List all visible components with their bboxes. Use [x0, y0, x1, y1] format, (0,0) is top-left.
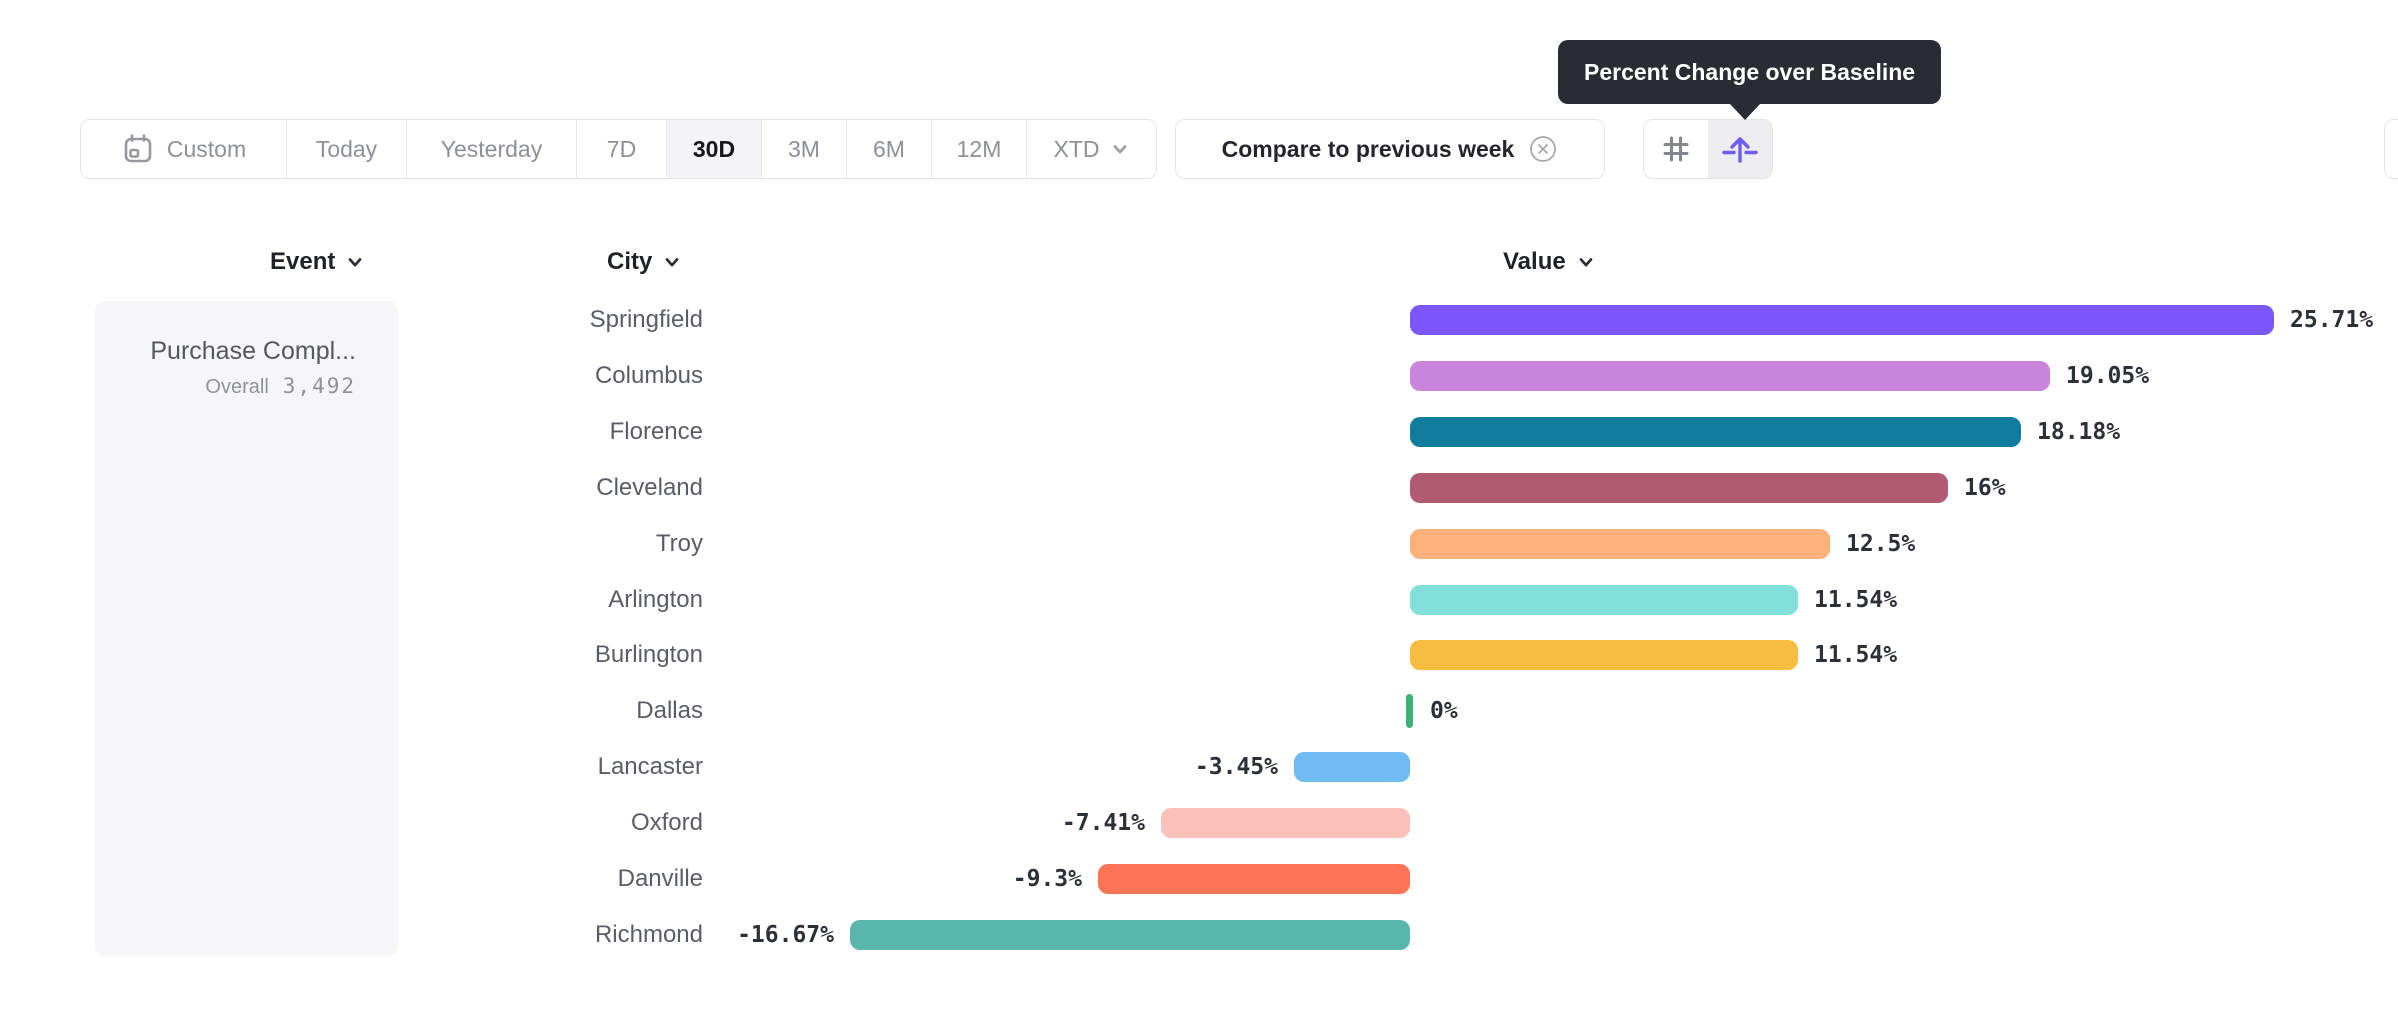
value-label: 11.54% [1814, 587, 1898, 613]
value-label: -9.3% [1012, 866, 1082, 892]
chart-row: Richmond -16.67% [0, 907, 2398, 963]
chevron-down-icon [1576, 252, 1596, 272]
value-label: 19.05% [2066, 363, 2150, 389]
chart-row: Oxford -7.41% [0, 795, 2398, 851]
value-label: 16% [1964, 475, 2006, 501]
value-label: 18.18% [2037, 419, 2121, 445]
chart-row: Danville -9.3% [0, 851, 2398, 907]
value-label: -16.67% [737, 922, 834, 948]
chevron-down-icon [662, 252, 682, 272]
date-range-12m[interactable]: 12M [931, 120, 1026, 178]
city-label: Lancaster [597, 753, 703, 780]
date-range-30d[interactable]: 30D [666, 120, 761, 178]
chart-row: Springfield 25.71% [0, 292, 2398, 348]
date-range-today[interactable]: Today [286, 120, 406, 178]
event-overall-row: Overall 3,492 [150, 374, 356, 399]
bar[interactable] [1410, 361, 2050, 391]
chart-row: Lancaster -3.45% [0, 739, 2398, 795]
event-panel: Purchase Compl... Overall 3,492 [95, 301, 398, 956]
city-label: Springfield [589, 306, 703, 333]
bar[interactable] [1410, 585, 1798, 615]
city-label: Florence [609, 418, 703, 445]
bar[interactable] [1410, 640, 1798, 670]
date-range-7d[interactable]: 7D [576, 120, 666, 178]
bar[interactable] [1406, 694, 1413, 728]
overall-value: 3,492 [282, 374, 356, 398]
chart-row: Florence 18.18% [0, 404, 2398, 460]
value-label: 25.71% [2290, 307, 2374, 333]
column-header-value[interactable]: Value [1503, 245, 1596, 279]
value-label: -7.41% [1061, 810, 1145, 836]
compare-to-previous-week-button[interactable]: Compare to previous week [1175, 119, 1605, 179]
bar[interactable] [1410, 305, 2274, 335]
chevron-down-icon [1110, 139, 1130, 159]
city-label: Oxford [630, 809, 703, 836]
tooltip-arrow [1730, 104, 1760, 120]
city-label: Dallas [636, 697, 703, 724]
date-range-yesterday[interactable]: Yesterday [406, 120, 576, 178]
city-label: Cleveland [596, 474, 703, 501]
tooltip-percent-change-over-baseline: Percent Change over Baseline [1558, 40, 1942, 120]
bar[interactable] [1410, 473, 1948, 503]
partial-button-right-edge[interactable] [2384, 119, 2398, 179]
value-label: 0% [1430, 698, 1458, 724]
city-label: Arlington [608, 586, 703, 613]
chart-row: Cleveland 16% [0, 460, 2398, 516]
bar[interactable] [1161, 808, 1410, 838]
bar[interactable] [850, 920, 1410, 950]
date-range-6m[interactable]: 6M [846, 120, 931, 178]
date-range-xtd[interactable]: XTD [1026, 120, 1156, 178]
date-range-label: Custom [166, 135, 247, 162]
value-label: -3.45% [1194, 754, 1278, 780]
event-name[interactable]: Purchase Compl... [150, 337, 356, 365]
chart-row: Troy 12.5% [0, 516, 2398, 572]
date-range-custom[interactable]: Custom [81, 120, 286, 178]
percent-baseline-toggle[interactable] [1708, 120, 1772, 178]
grid-icon [1658, 131, 1694, 167]
city-label: Richmond [594, 921, 703, 948]
city-label: Danville [617, 865, 703, 892]
bar[interactable] [1410, 529, 1830, 559]
column-header-event[interactable]: Event [270, 245, 365, 279]
chart-view-toggle-group [1643, 119, 1773, 179]
bar[interactable] [1410, 417, 2021, 447]
grid-view-toggle[interactable] [1644, 120, 1708, 178]
city-label: Burlington [594, 641, 703, 668]
bar[interactable] [1294, 752, 1410, 782]
chart-row: Columbus 19.05% [0, 348, 2398, 404]
tooltip-text: Percent Change over Baseline [1584, 58, 1916, 85]
value-label: 12.5% [1846, 531, 1916, 557]
compare-label: Compare to previous week [1221, 135, 1515, 162]
chevron-down-icon [345, 252, 365, 272]
circle-x-icon[interactable] [1528, 134, 1558, 164]
chart-row: Burlington 11.54% [0, 627, 2398, 683]
date-range-3m[interactable]: 3M [761, 120, 846, 178]
city-label: Columbus [594, 362, 703, 389]
percent-baseline-icon [1720, 129, 1760, 169]
bar[interactable] [1098, 864, 1410, 894]
toolbar: Custom Today Yesterday 7D 30D 3M 6M 12M … [0, 0, 2398, 200]
chart-row: Dallas 0% [0, 683, 2398, 739]
column-header-city[interactable]: City [607, 245, 682, 279]
value-label: 11.54% [1814, 642, 1898, 668]
overall-label: Overall [205, 376, 269, 398]
calendar-icon [121, 132, 155, 166]
chart-row: Arlington 11.54% [0, 572, 2398, 628]
date-range-group: Custom Today Yesterday 7D 30D 3M 6M 12M … [80, 119, 1157, 179]
city-label: Troy [655, 530, 703, 557]
